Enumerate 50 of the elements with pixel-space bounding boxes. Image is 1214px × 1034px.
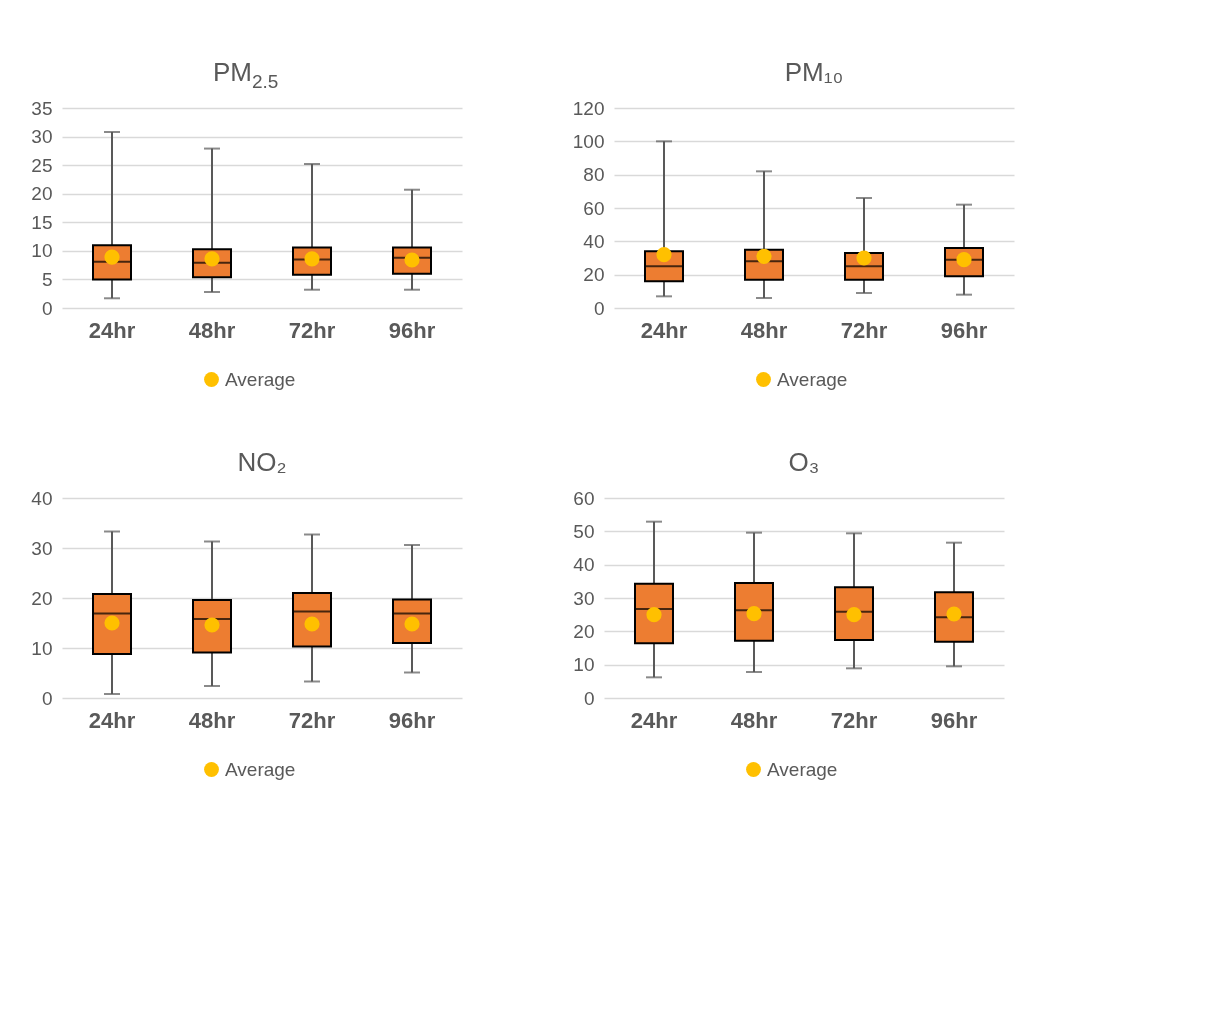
y-tick-label: 120 — [572, 97, 605, 119]
chart-title: NO₂ — [237, 447, 287, 477]
x-tick-label: 24hr — [630, 707, 678, 733]
y-tick-label: 15 — [31, 211, 53, 233]
y-tick-label: 10 — [31, 240, 53, 262]
x-tick-label: 96hr — [388, 317, 436, 343]
legend-label: Average — [777, 368, 848, 390]
y-tick-label: 40 — [31, 487, 53, 509]
y-tick-label: 20 — [31, 587, 53, 609]
y-tick-label: 40 — [573, 554, 595, 576]
y-tick-label: 60 — [583, 197, 605, 219]
y-tick-label: 60 — [573, 487, 595, 509]
y-tick-label: 80 — [583, 164, 605, 186]
y-tick-label: 20 — [31, 183, 53, 205]
y-tick-label: 0 — [593, 297, 605, 319]
y-tick-label: 25 — [31, 154, 53, 176]
y-tick-label: 50 — [573, 520, 595, 542]
y-tick-label: 30 — [31, 126, 53, 148]
x-tick-label: 48hr — [740, 317, 788, 343]
x-tick-label: 24hr — [640, 317, 688, 343]
chart-title: O₃ — [788, 447, 820, 477]
x-tick-label: 72hr — [840, 317, 888, 343]
legend-label: Average — [225, 368, 296, 390]
legend-label: Average — [767, 758, 838, 780]
x-tick-label: 72hr — [288, 317, 336, 343]
x-tick-label: 48hr — [188, 707, 236, 733]
y-tick-label: 10 — [573, 654, 595, 676]
y-tick-label: 5 — [41, 268, 53, 290]
y-tick-label: 10 — [31, 637, 53, 659]
x-tick-label: 72hr — [830, 707, 878, 733]
y-tick-label: 0 — [583, 687, 595, 709]
x-tick-label: 96hr — [940, 317, 988, 343]
y-tick-label: 30 — [31, 537, 53, 559]
y-tick-label: 100 — [572, 130, 605, 152]
y-tick-label: 30 — [573, 587, 595, 609]
x-tick-label: 48hr — [730, 707, 778, 733]
y-tick-label: 20 — [583, 264, 605, 286]
x-tick-label: 96hr — [930, 707, 978, 733]
chart-title: PM₁₀ — [784, 57, 844, 87]
x-tick-label: 48hr — [188, 317, 236, 343]
x-tick-label: 72hr — [288, 707, 336, 733]
legend-label: Average — [225, 758, 296, 780]
y-tick-label: 0 — [41, 687, 53, 709]
y-tick-label: 0 — [41, 297, 53, 319]
x-tick-label: 96hr — [388, 707, 436, 733]
y-tick-label: 20 — [573, 620, 595, 642]
x-tick-label: 24hr — [88, 317, 136, 343]
x-tick-label: 24hr — [88, 707, 136, 733]
y-tick-label: 35 — [31, 97, 53, 119]
y-tick-label: 40 — [583, 230, 605, 252]
